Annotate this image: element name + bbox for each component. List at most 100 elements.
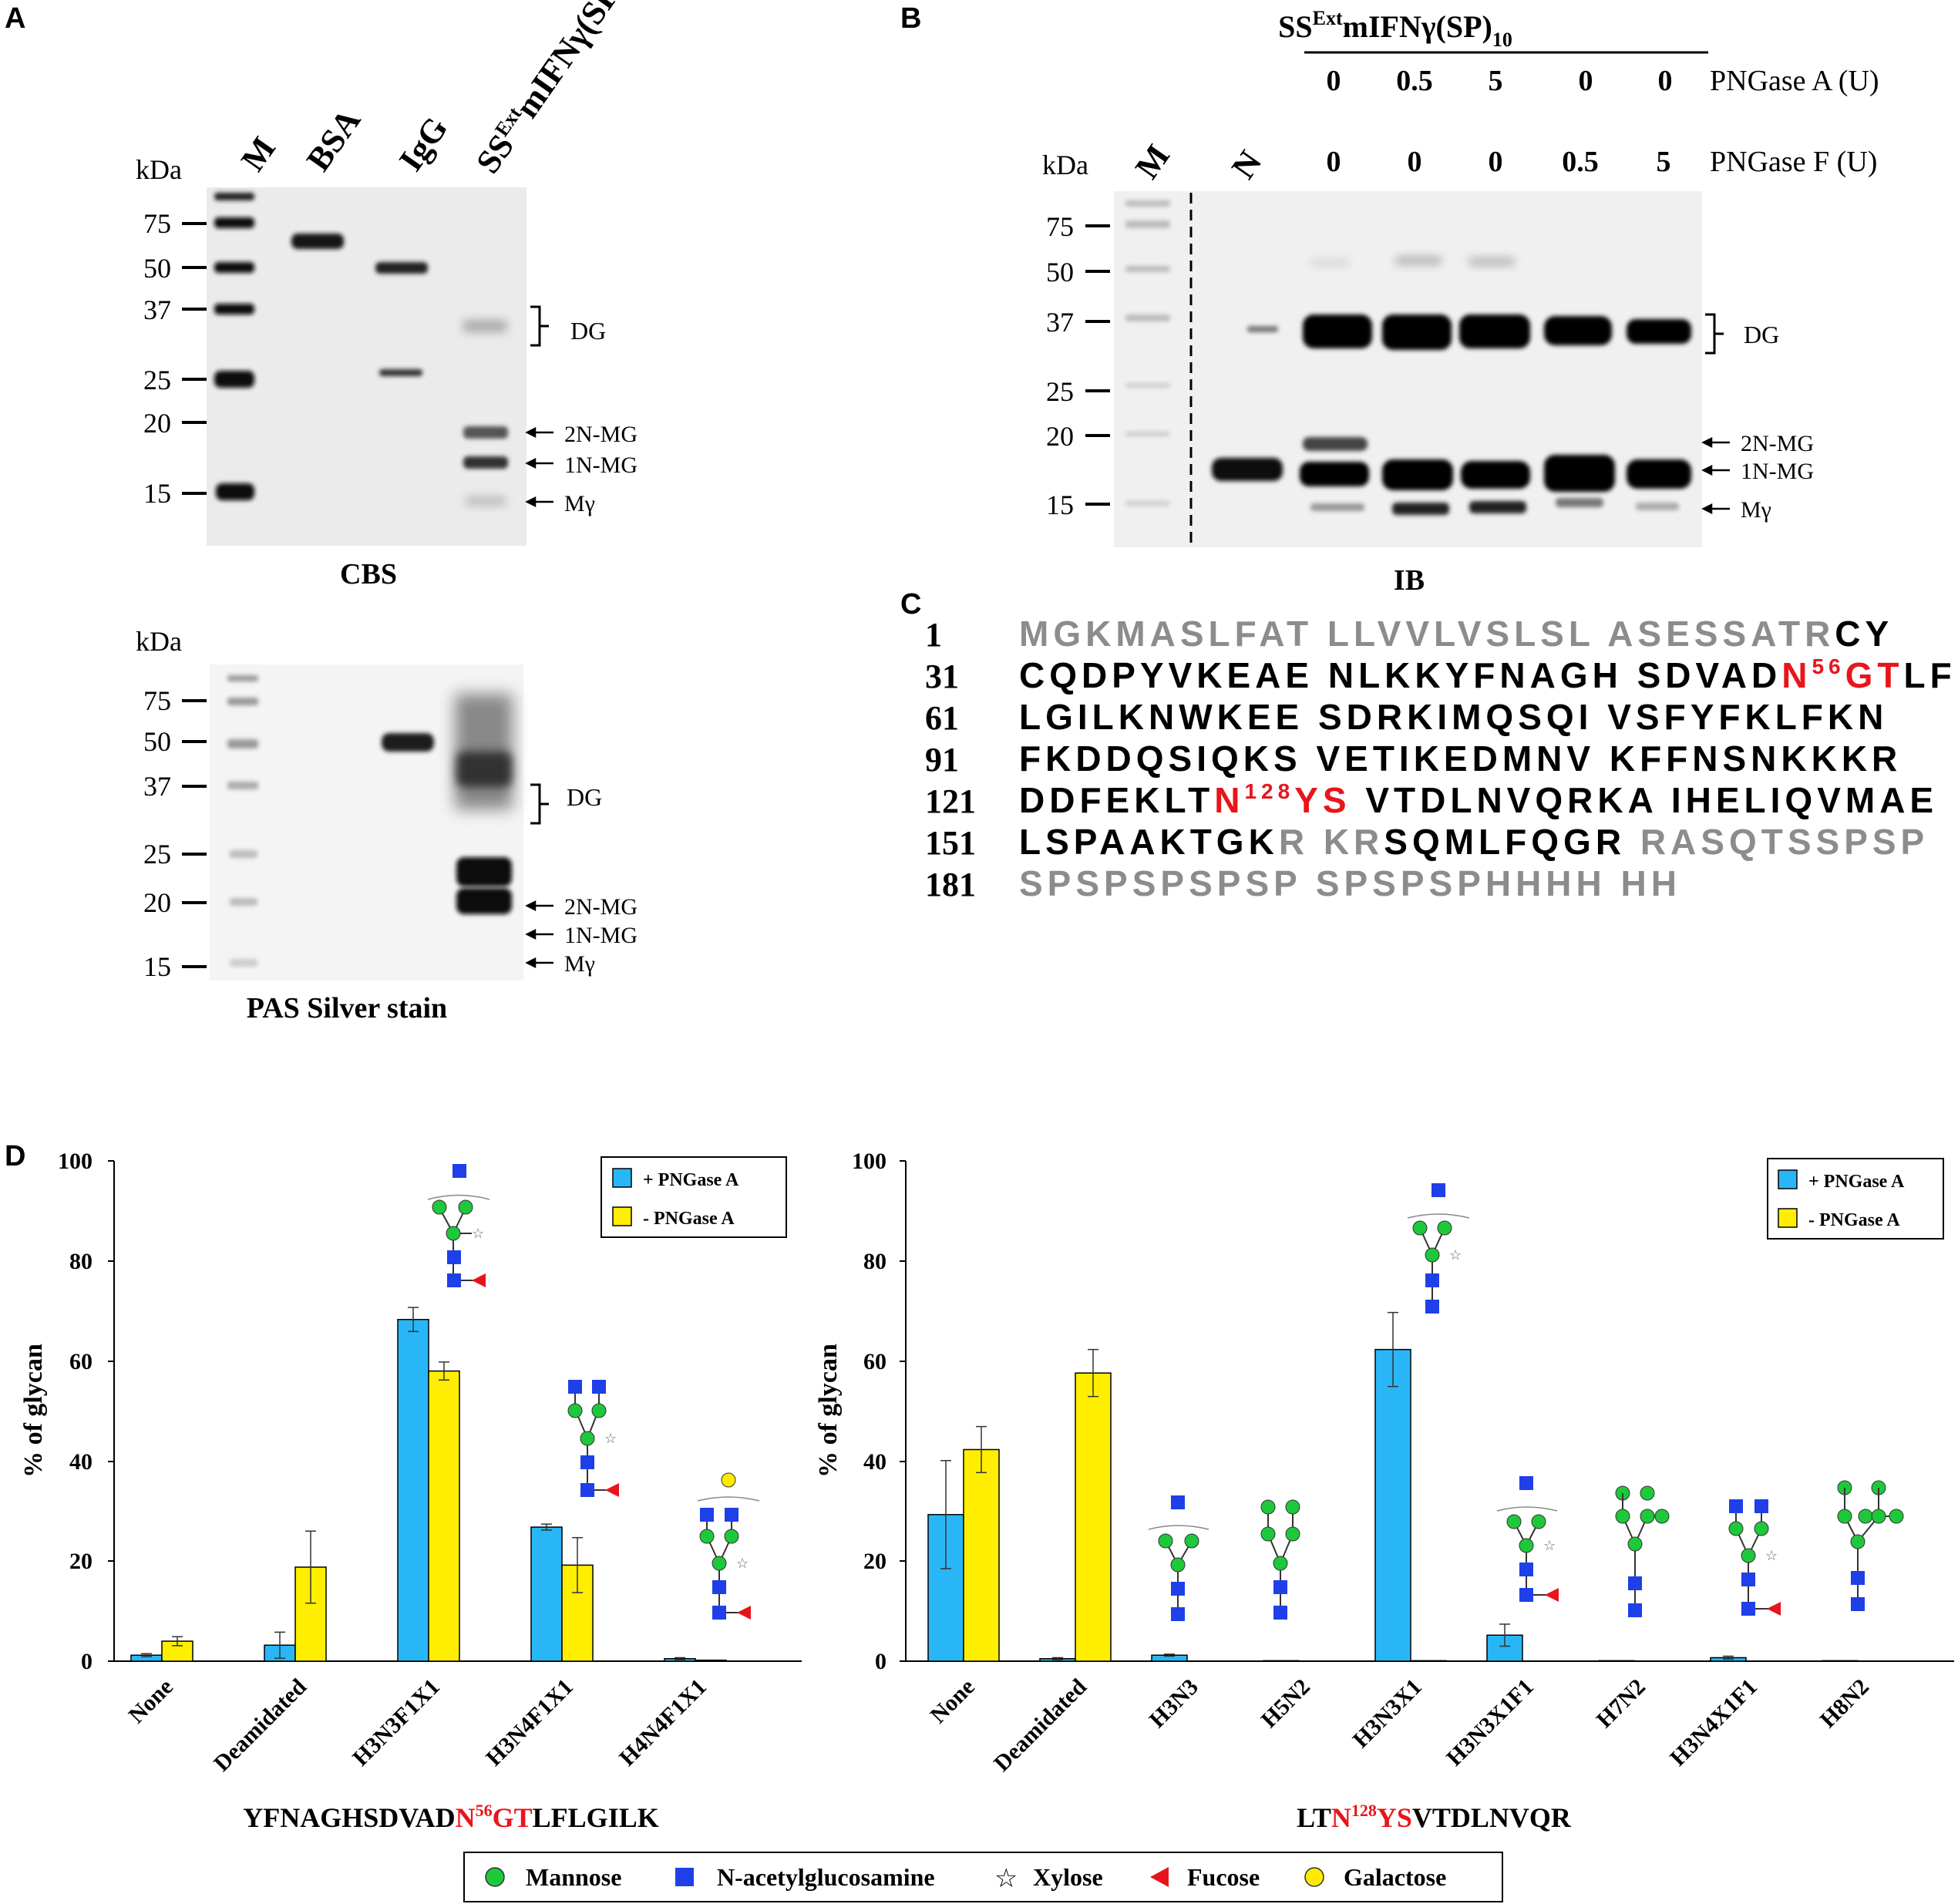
error-bar xyxy=(439,1361,449,1381)
left-y-label: % of glycan xyxy=(19,1344,48,1478)
bar-plus-h5n2 xyxy=(1263,1660,1300,1662)
right-x-labels: None Deamidated H3N3 H5N2 H3N3X1 H3N3X1F1 H7N2… xyxy=(925,1674,1873,1776)
xylose-icon: ☆ xyxy=(472,1226,484,1241)
x-tick-label: H3N4X1F1 xyxy=(1665,1674,1762,1771)
right-pep-red2: YS xyxy=(1377,1802,1412,1833)
x-tick-label: H4N4F1X1 xyxy=(614,1674,712,1771)
error-bar xyxy=(1499,1623,1510,1647)
cbs-gel xyxy=(207,187,527,546)
seq-segment: MGKMASLFAT xyxy=(1019,614,1313,654)
lane-label-m: M xyxy=(234,130,283,178)
pas-caption: PAS Silver stain xyxy=(247,992,447,1024)
left-legend-swatch-plus xyxy=(612,1168,632,1188)
bar-plus-h3n3f1x1 xyxy=(397,1318,429,1662)
ib-1nmg-bands xyxy=(1300,455,1691,492)
ib-n-band xyxy=(1212,458,1283,481)
glycan-h7n2 xyxy=(1615,1485,1670,1617)
glycan-h3n4f1x1: ☆ xyxy=(567,1380,619,1497)
right-peptide-label: LTN128YSVTDLNVQR xyxy=(1297,1801,1572,1833)
ib-mw-20: 20 xyxy=(1046,421,1074,452)
panel-a: A M BSA IgG SSExtmIFNγ(SP)10 kDa 75 50 3… xyxy=(5,0,638,1024)
seq-segment: ASESSATR xyxy=(1594,614,1835,654)
cbs-2nmg-label: 2N-MG xyxy=(564,422,638,447)
svg-text:☆: ☆ xyxy=(1765,1548,1778,1563)
pngase-a-lane-2: 0.5 xyxy=(1396,65,1433,97)
seq-segment: KFFNSNKKKR xyxy=(1595,738,1902,779)
seq-segment: N xyxy=(1781,655,1812,695)
right-ytick-80: 80 xyxy=(863,1249,886,1274)
cbs-igg-light-band xyxy=(379,369,422,376)
error-bar xyxy=(541,1523,552,1531)
x-tick-label: H3N3X1 xyxy=(1348,1674,1427,1753)
pngase-a-lane-1: 0 xyxy=(1327,65,1341,97)
cbs-ladder-ticks xyxy=(182,222,207,495)
cbs-sample-1nmg-band xyxy=(463,456,508,469)
left-peptide-label: YFNAGHSDVADN56GTLFLGILK xyxy=(243,1801,658,1833)
cbs-dg-bracket xyxy=(530,305,549,347)
ib-mw-75: 75 xyxy=(1046,211,1074,242)
bar-minus-deamidated xyxy=(1075,1372,1112,1662)
glycan-h3n3x1f1: ☆ xyxy=(1496,1476,1559,1602)
pngase-a-values: 0 0.5 5 0 0 xyxy=(1327,65,1673,97)
seq-segment: CY xyxy=(1835,614,1893,654)
ib-dg-label: DG xyxy=(1744,321,1779,348)
panel-c: C 1 MGKMASLFAT LLVVLVSLSL ASESSATRCY 31 CQD… xyxy=(900,588,1956,903)
cbs-bsa-band xyxy=(291,234,344,249)
seq-segment: N xyxy=(1214,780,1244,820)
ib-caption: IB xyxy=(1394,564,1425,597)
pngase-f-lane-1: 0 xyxy=(1327,146,1341,178)
ib-2nmg-label: 2N-MG xyxy=(1741,431,1814,456)
cbs-ladder-labels: 75 50 37 25 20 15 xyxy=(143,208,171,509)
b-lane-label-n: N xyxy=(1224,143,1269,185)
ib-mw-37: 37 xyxy=(1046,307,1074,338)
cbs-sample-2nmg-band xyxy=(463,426,508,439)
ib-ladder-bands xyxy=(1125,200,1170,506)
pngase-a-lane-5: 0 xyxy=(1658,65,1673,97)
error-bar xyxy=(274,1631,285,1659)
panel-c-letter: C xyxy=(900,588,921,621)
seq-segment: LF xyxy=(1904,655,1956,695)
lane-label-bsa: BSA xyxy=(299,102,368,177)
chart-left: 0 20 40 60 80 100 % of glycan None Deamid… xyxy=(19,1149,802,1833)
glycan-h3n3 xyxy=(1148,1495,1209,1621)
bar-minus-h3n3x1 xyxy=(1410,1660,1447,1662)
glcnac-icon xyxy=(675,1868,694,1886)
right-legend-minus: - PNGase A xyxy=(1808,1210,1900,1230)
seq-segment: VSFYFKLFKN xyxy=(1593,697,1888,737)
ib-ladder-labels: 75 50 37 25 20 15 xyxy=(1046,211,1074,520)
pas-dg-bracket xyxy=(530,783,549,825)
left-pep-pre: YFNAGHSDVAD xyxy=(243,1802,455,1833)
seq-segment: LLVVLVSLSL xyxy=(1313,614,1594,654)
pngase-f-label: PNGase F (U) xyxy=(1710,146,1877,178)
left-pep-red: N xyxy=(456,1802,476,1833)
ib-mw-15: 15 xyxy=(1046,489,1074,520)
ib-mw-50: 50 xyxy=(1046,257,1074,288)
glycan-h8n2 xyxy=(1837,1480,1904,1611)
b-title-sub: 10 xyxy=(1492,29,1512,51)
seq-segment: GT xyxy=(1845,655,1904,695)
pngase-f-lane-3: 0 xyxy=(1489,146,1503,178)
seq-row-number: 121 xyxy=(925,782,976,820)
ib-1nmg-label: 1N-MG xyxy=(1741,459,1814,484)
right-ytick-0: 0 xyxy=(875,1649,886,1674)
mannose-icon xyxy=(485,1867,505,1887)
ib-ladder-ticks xyxy=(1085,224,1110,506)
key-xylose: Xylose xyxy=(1033,1863,1103,1891)
pas-sample-1nmg-band xyxy=(456,888,512,914)
error-bar xyxy=(172,1636,183,1647)
panel-d: D 0 20 40 60 80 100 % of glycan None Deam… xyxy=(5,1140,1954,1902)
ib-blot xyxy=(1114,191,1702,547)
left-x-labels: None Deamidated H3N3F1X1 H3N4F1X1 H4N4F1X1 xyxy=(123,1674,711,1776)
x-tick-label: H3N3F1X1 xyxy=(348,1674,445,1771)
cbs-mw-37: 37 xyxy=(143,294,171,325)
left-ytick-80: 80 xyxy=(69,1249,93,1274)
panel-a-letter: A xyxy=(5,2,25,35)
cbs-arrows xyxy=(525,426,553,508)
left-legend-minus: - PNGase A xyxy=(643,1209,735,1229)
svg-text:☆: ☆ xyxy=(604,1431,617,1446)
x-tick-label: H3N3 xyxy=(1145,1674,1203,1733)
ib-n-dg-band xyxy=(1247,326,1278,332)
seq-row-number: 61 xyxy=(925,699,959,737)
seq-row-number: 1 xyxy=(925,616,942,654)
x-tick-label: Deamidated xyxy=(209,1674,311,1776)
